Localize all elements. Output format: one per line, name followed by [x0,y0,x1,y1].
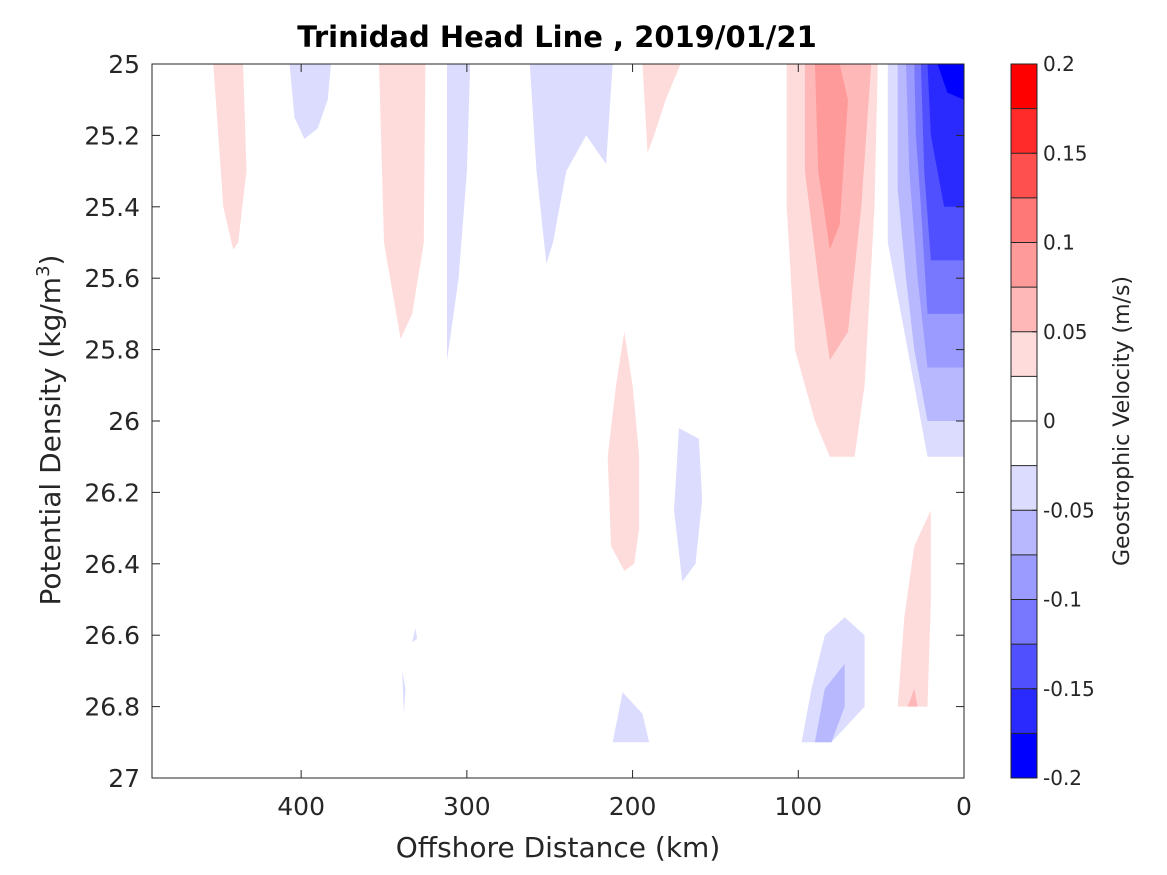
contour-regions [213,64,964,743]
colorbar-band [1011,599,1037,645]
contour-region-0 [213,64,247,250]
colorbar-band [1011,287,1037,333]
colorbar-tick-label: -0.05 [1043,498,1095,522]
colorbar-band [1011,733,1037,779]
colorbar-band [1011,376,1037,422]
colorbar: 0.2 0.15 0.1 0.05 0 -0.05 -0.1 -0.15 -0.2 [1010,52,1095,790]
contour-region-19 [907,688,918,707]
x-tick-label: 300 [443,792,491,821]
chart-title: Trinidad Head Line , 2019/01/21 [297,20,817,54]
contour-region-4 [529,64,613,264]
colorbar-band [1011,108,1037,154]
contour-region-15 [937,64,964,100]
colorbar-band [1011,64,1037,110]
y-axis-label-superscript: 3 [33,265,54,276]
contour-region-18 [897,510,931,707]
x-tick-label: 0 [956,792,972,821]
colorbar-tick-label: -0.15 [1043,677,1095,701]
colorbar-tick-label: -0.1 [1043,588,1082,612]
colorbar-band [1011,331,1037,377]
x-tick-label: 100 [774,792,822,821]
contour-region-22 [612,692,650,743]
colorbar-band [1011,554,1037,600]
y-tick-label: 26.2 [84,478,140,507]
colorbar-band [1011,197,1037,243]
contour-region-23 [402,670,406,714]
y-tick-label: 26.6 [84,621,140,650]
contour-region-5 [642,64,681,154]
y-tick-label: 25.2 [84,121,140,150]
contour-region-21 [814,663,845,743]
colorbar-band [1011,421,1037,467]
y-tick-label: 25.8 [84,336,140,365]
y-tick-label: 25 [108,50,140,79]
contour-region-17 [674,428,703,582]
contour-region-3 [447,64,471,361]
x-tick-label: 200 [609,792,657,821]
y-tick-label: 26.4 [84,550,140,579]
y-tick-label: 25.4 [84,193,140,222]
contour-region-2 [379,64,426,339]
colorbar-tick-label: 0.05 [1043,320,1088,344]
contour-region-14 [927,64,964,207]
contour-region-8 [814,64,848,250]
colorbar-tick-label: -0.2 [1043,766,1082,790]
colorbar-band [1011,510,1037,556]
y-axis-label-main: Potential Density (kg/m [34,277,67,606]
colorbar-tick-label: 0 [1043,409,1056,433]
y-axis-ticks: 25 25.2 25.4 25.6 25.8 26 26.2 26.4 26.6 26.8 27 [84,50,964,793]
x-axis-label: Offshore Distance (km) [396,831,721,864]
colorbar-band [1011,688,1037,734]
colorbar-tick-label: 0.15 [1043,141,1088,165]
contour-region-16 [607,331,640,571]
colorbar-band [1011,153,1037,199]
y-tick-label: 27 [108,764,140,793]
colorbar-band [1011,644,1037,690]
y-axis-label: Potential Density (kg/m3) [33,255,67,606]
y-axis-label-end: ) [34,255,67,266]
colorbar-tick-label: 0.2 [1043,52,1075,76]
y-tick-label: 26 [108,407,140,436]
x-axis-ticks: 400 300 200 100 0 [277,64,972,821]
colorbar-band [1011,465,1037,511]
y-tick-label: 26.8 [84,693,140,722]
colorbar-tick-label: 0.1 [1043,231,1075,255]
colorbar-band [1011,242,1037,288]
colorbar-label: Geostrophic Velocity (m/s) [1110,276,1135,566]
y-tick-label: 25.6 [84,264,140,293]
x-tick-label: 400 [277,792,325,821]
contour-region-1 [289,64,331,139]
contour-region-24 [412,628,418,643]
